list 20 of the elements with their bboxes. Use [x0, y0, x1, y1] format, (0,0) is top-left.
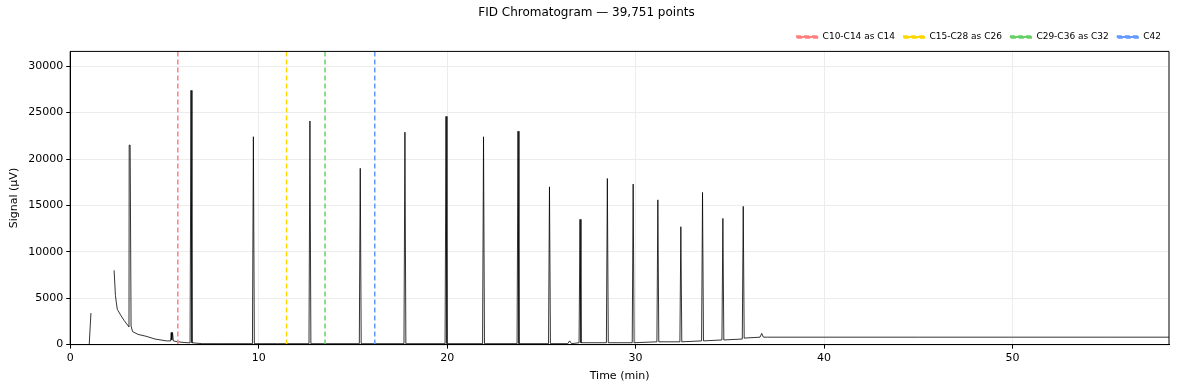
- x-tick-label: 10: [251, 351, 266, 365]
- chart-title: FID Chromatogram — 39,751 points: [478, 5, 695, 20]
- y-tick-label: 25000: [28, 105, 64, 119]
- y-tick-label: 30000: [28, 59, 64, 73]
- legend-label: C15-C28 as C26: [929, 31, 1003, 42]
- x-tick-label: 40: [817, 351, 832, 365]
- y-tick-label: 15000: [28, 198, 64, 212]
- y-tick-label: 20000: [28, 151, 64, 165]
- x-tick-label: 0: [66, 351, 74, 365]
- y-axis-title: Signal (µV): [7, 167, 21, 229]
- x-tick-label: 50: [1005, 351, 1020, 365]
- y-tick-label: 5000: [35, 291, 64, 305]
- y-tick-label: 0: [56, 337, 64, 351]
- y-tick-label: 10000: [28, 244, 64, 258]
- x-axis-title: Time (min): [588, 369, 650, 383]
- legend-label: C29-C36 as C32: [1036, 31, 1109, 42]
- legend-label: C42: [1143, 31, 1162, 42]
- x-tick-label: 20: [440, 351, 455, 365]
- legend-label: C10-C14 as C14: [822, 31, 896, 42]
- x-tick-label: 30: [628, 351, 643, 365]
